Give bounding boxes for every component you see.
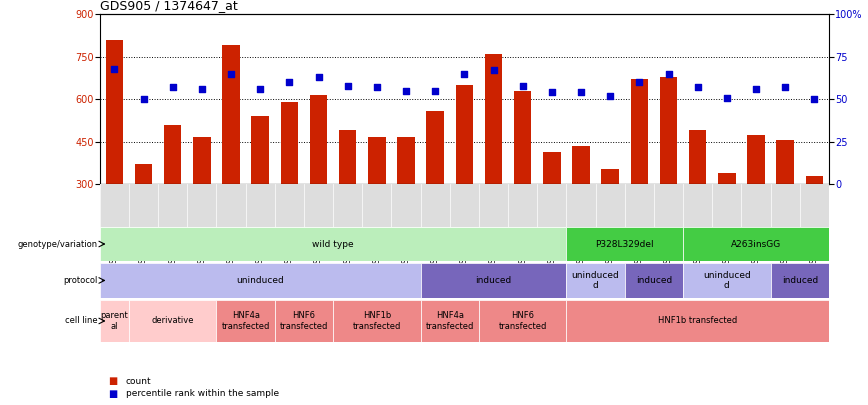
Point <box>253 86 267 92</box>
Text: HNF6
transfected: HNF6 transfected <box>498 311 547 330</box>
Bar <box>164 125 181 184</box>
Bar <box>543 151 561 184</box>
Text: induced: induced <box>476 276 511 285</box>
Text: parent
al: parent al <box>101 311 128 330</box>
Text: uninduced: uninduced <box>236 276 284 285</box>
Point <box>108 65 122 72</box>
Bar <box>398 137 415 184</box>
Bar <box>421 263 567 298</box>
Text: HNF1b
transfected: HNF1b transfected <box>352 311 401 330</box>
Point <box>691 84 705 91</box>
Bar <box>689 130 707 184</box>
Bar <box>572 146 589 184</box>
Text: A263insGG: A263insGG <box>731 239 781 249</box>
Text: ■: ■ <box>108 376 118 386</box>
Point <box>457 70 471 77</box>
Bar <box>567 300 829 342</box>
Text: ■: ■ <box>108 389 118 399</box>
Point <box>282 79 296 85</box>
Point <box>633 79 647 85</box>
Bar <box>683 263 771 298</box>
Bar <box>660 77 677 184</box>
Text: derivative: derivative <box>152 316 194 326</box>
Bar <box>426 111 444 184</box>
Text: wild type: wild type <box>312 239 354 249</box>
Point <box>720 94 733 101</box>
Text: induced: induced <box>636 276 672 285</box>
Text: count: count <box>126 377 152 386</box>
Point <box>428 87 442 94</box>
Bar <box>631 79 648 184</box>
Bar <box>479 300 567 342</box>
Bar <box>339 130 357 184</box>
Text: cell line: cell line <box>65 316 98 326</box>
Bar <box>310 95 327 184</box>
Bar <box>718 173 735 184</box>
Point <box>574 89 588 96</box>
Point <box>807 96 821 102</box>
Point <box>661 70 675 77</box>
Bar <box>129 300 216 342</box>
Point <box>749 86 763 92</box>
Point <box>516 82 529 89</box>
Bar <box>777 140 794 184</box>
Bar <box>514 91 531 184</box>
Text: HNF6
transfected: HNF6 transfected <box>279 311 328 330</box>
Bar <box>135 164 152 184</box>
Bar <box>421 300 479 342</box>
Text: HNF4a
transfected: HNF4a transfected <box>221 311 270 330</box>
Point <box>136 96 150 102</box>
Bar <box>100 227 567 261</box>
Point <box>166 84 180 91</box>
Point <box>224 70 238 77</box>
Bar <box>747 134 765 184</box>
Point <box>341 82 355 89</box>
Bar <box>280 102 298 184</box>
Bar <box>456 85 473 184</box>
Point <box>487 67 501 74</box>
Bar <box>252 116 269 184</box>
Bar <box>602 168 619 184</box>
Bar <box>771 263 829 298</box>
Bar <box>222 45 240 184</box>
Bar <box>100 300 129 342</box>
Text: P328L329del: P328L329del <box>595 239 654 249</box>
Text: genotype/variation: genotype/variation <box>18 239 98 249</box>
Text: induced: induced <box>782 276 818 285</box>
Bar <box>806 176 823 184</box>
Bar <box>625 263 683 298</box>
Text: uninduced
d: uninduced d <box>572 271 620 290</box>
Bar <box>567 227 683 261</box>
Bar <box>216 300 275 342</box>
Point <box>779 84 792 91</box>
Bar <box>368 136 385 184</box>
Text: percentile rank within the sample: percentile rank within the sample <box>126 389 279 399</box>
Point <box>545 89 559 96</box>
Bar <box>275 300 333 342</box>
Point <box>312 74 326 80</box>
Point <box>399 87 413 94</box>
Text: HNF4a
transfected: HNF4a transfected <box>425 311 474 330</box>
Bar <box>194 136 211 184</box>
Bar <box>333 300 421 342</box>
Point <box>603 93 617 99</box>
Point <box>195 86 209 92</box>
Bar <box>567 263 625 298</box>
Text: HNF1b transfected: HNF1b transfected <box>658 316 737 326</box>
Bar <box>106 40 123 184</box>
Bar <box>683 227 829 261</box>
Text: GDS905 / 1374647_at: GDS905 / 1374647_at <box>100 0 238 12</box>
Text: uninduced
d: uninduced d <box>703 271 751 290</box>
Bar <box>100 263 421 298</box>
Text: protocol: protocol <box>63 276 98 285</box>
Bar <box>485 54 503 184</box>
Point <box>370 84 384 91</box>
